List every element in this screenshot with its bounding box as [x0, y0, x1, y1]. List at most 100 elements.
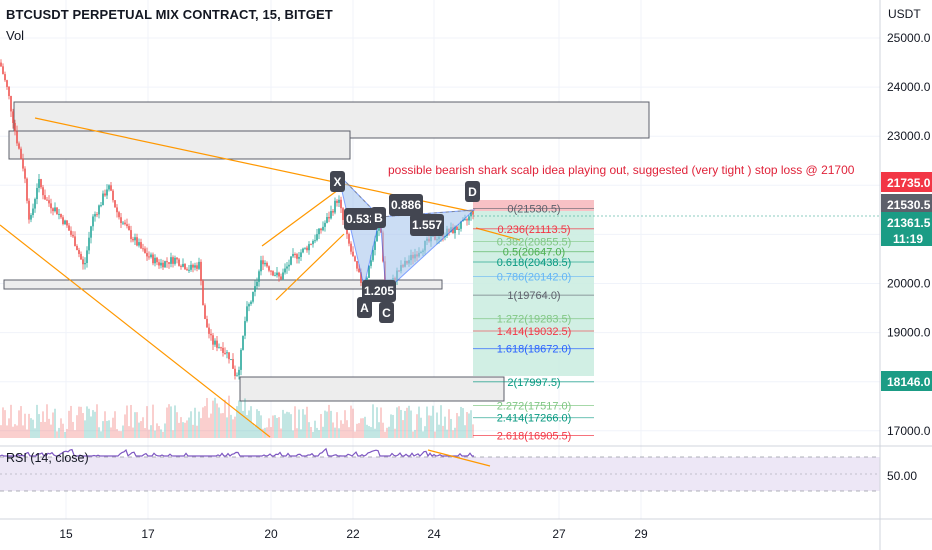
trendline-4: [275, 233, 345, 301]
candle-body: [64, 220, 66, 225]
volume-bar: [318, 430, 320, 438]
volume-bar: [410, 410, 412, 438]
volume-bar: [392, 414, 394, 438]
volume-bar: [468, 413, 470, 438]
volume-bar: [72, 421, 74, 438]
y-tick-label: 20000.0: [887, 277, 931, 291]
volume-bar: [98, 427, 100, 438]
volume-bar: [24, 413, 26, 438]
candle-body: [78, 250, 80, 254]
volume-bar: [84, 420, 86, 438]
candle-body: [198, 261, 200, 269]
candle-body: [74, 236, 76, 246]
candle-body: [104, 193, 106, 196]
volume-bar: [396, 407, 398, 438]
candle-body: [200, 261, 202, 281]
candle-body: [302, 248, 304, 253]
volume-bar: [42, 411, 44, 438]
candle-body: [34, 199, 36, 209]
candle-body: [148, 256, 150, 258]
candle-body: [32, 208, 34, 216]
candle-body: [178, 259, 180, 266]
volume-bar: [428, 415, 430, 438]
candle-body: [14, 122, 16, 132]
candle-body: [196, 265, 198, 269]
volume-bar: [52, 412, 54, 438]
candle-body: [16, 131, 18, 144]
volume-bar: [274, 415, 276, 438]
rsi-level-label: 50.00: [887, 469, 917, 483]
fib-label: 0.236(21113.5): [498, 224, 571, 236]
volume-bar: [226, 417, 228, 438]
volume-bar: [360, 418, 362, 438]
candle-body: [100, 205, 102, 207]
y-tick-label: 25000.0: [887, 31, 931, 45]
volume-bar: [400, 409, 402, 438]
candle-body: [330, 211, 332, 219]
volume-bar: [118, 431, 120, 438]
candle-body: [284, 268, 286, 273]
volume-bar: [50, 424, 52, 438]
stop-loss-zone: [473, 200, 594, 211]
price-tag-sublabel: 11:19: [893, 232, 923, 246]
point-label-c: C: [382, 306, 391, 320]
zone-rect-3: [3, 279, 443, 290]
candle-body: [110, 185, 112, 191]
candle-body: [8, 86, 10, 97]
candle-body: [336, 200, 338, 203]
candle-body: [182, 263, 184, 267]
volume-bar: [340, 420, 342, 438]
candle-body: [472, 212, 474, 215]
volume-bar: [230, 414, 232, 438]
rsi-pane: [0, 447, 880, 492]
candle-body: [156, 257, 158, 263]
volume-bar: [48, 418, 50, 438]
volume-bar: [330, 410, 332, 438]
candle-body: [18, 143, 20, 149]
volume-bar: [308, 422, 310, 438]
volume-bar: [446, 429, 448, 438]
candle-body: [22, 158, 24, 169]
volume-bar: [160, 429, 162, 438]
candle-body: [458, 228, 460, 230]
volume-bar: [338, 428, 340, 438]
volume-bar: [18, 410, 20, 438]
volume-bar: [282, 409, 284, 438]
volume-label: Vol: [6, 28, 25, 43]
trendline-2: [0, 224, 271, 438]
volume-bar: [120, 431, 122, 438]
candle-body: [312, 240, 314, 245]
volume-bar: [344, 410, 346, 438]
candle-body: [114, 200, 116, 208]
volume-bar: [420, 417, 422, 438]
volume-bar: [60, 418, 62, 438]
volume-bar: [206, 397, 208, 438]
volume-bar: [76, 415, 78, 438]
candle-body: [2, 66, 4, 75]
trendline-3: [261, 189, 339, 247]
ratio-label-1: 0.532: [346, 212, 376, 226]
candle-body: [296, 254, 298, 259]
candle-body: [360, 272, 362, 283]
candle-body: [136, 237, 138, 246]
volume-bar: [92, 410, 94, 438]
candle-body: [50, 203, 52, 209]
volume-bar: [418, 406, 420, 438]
candle-body: [320, 228, 322, 231]
x-axis-ticks: 15 17 20 22 24 27 29: [59, 527, 648, 541]
volume-bar: [90, 416, 92, 438]
candle-body: [144, 248, 146, 254]
volume-bar: [20, 406, 22, 438]
candle-body: [254, 286, 256, 292]
candle-body: [454, 226, 456, 234]
candle-body: [146, 253, 148, 257]
volume-bar: [196, 425, 198, 438]
volume-bar: [316, 427, 318, 438]
candle-body: [358, 268, 360, 273]
volume-bar: [432, 405, 434, 438]
y-tick-label: 24000.0: [887, 80, 931, 94]
volume-bar: [378, 422, 380, 438]
candle-body: [152, 254, 154, 264]
volume-bar: [388, 426, 390, 438]
